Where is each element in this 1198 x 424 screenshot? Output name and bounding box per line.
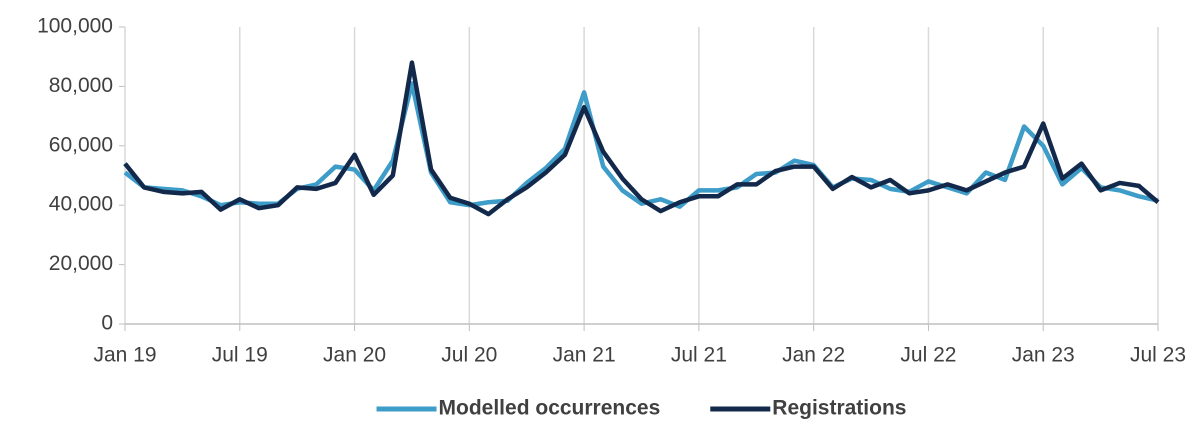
- x-tick-label: Jul 20: [441, 344, 497, 367]
- series-line: [123, 60, 1160, 217]
- x-tick-label: Jan 19: [93, 344, 156, 367]
- y-tick-label: 0: [101, 312, 113, 335]
- x-tick-label: Jan 23: [1012, 344, 1075, 367]
- y-tick-label: 20,000: [49, 252, 113, 275]
- legend: Modelled occurrences Registrations: [376, 397, 906, 420]
- x-tick-label: Jan 22: [782, 344, 845, 367]
- y-tick-label: 40,000: [49, 193, 113, 216]
- y-tick-label: 100,000: [37, 15, 113, 38]
- x-tick-label: Jul 19: [212, 344, 268, 367]
- y-tick-label: 80,000: [49, 74, 113, 97]
- x-tick-label: Jul 21: [671, 344, 727, 367]
- x-tick-label: Jan 20: [323, 344, 386, 367]
- legend-label: Registrations: [772, 397, 906, 420]
- x-tick-label: Jul 22: [900, 344, 956, 367]
- y-tick-label: 60,000: [49, 133, 113, 156]
- x-tick-label: Jul 23: [1130, 344, 1186, 367]
- legend-label: Modelled occurrences: [439, 397, 661, 420]
- x-tick-label: Jan 21: [553, 344, 616, 367]
- series-line: [123, 81, 1159, 209]
